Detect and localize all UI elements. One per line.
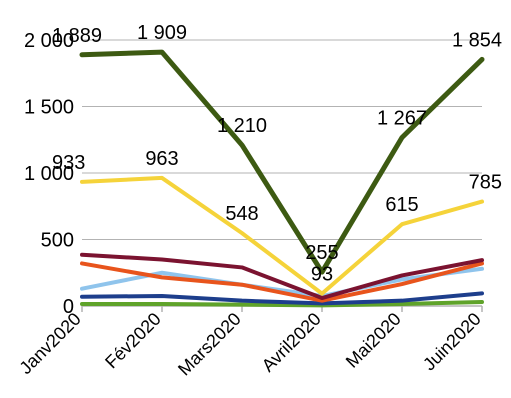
data-label: 615: [385, 194, 418, 216]
series-line-0: [79, 49, 485, 275]
data-label: 1 210: [217, 115, 267, 137]
data-label: 548: [225, 203, 258, 225]
series-line-2: [80, 252, 484, 301]
y-tick-label: 500: [41, 230, 74, 252]
series-line-5: [80, 291, 484, 306]
data-label: 1 889: [52, 25, 102, 47]
data-label: 785: [469, 172, 502, 194]
y-tick-label: 1 500: [24, 97, 74, 119]
x-tick-label: Fév2020: [101, 309, 165, 373]
series-line-1: [80, 175, 484, 296]
series-lines: [79, 49, 485, 308]
data-label: 1 267: [377, 107, 427, 129]
gridlines: [82, 39, 482, 240]
series-line-3: [80, 261, 484, 303]
data-label: 963: [145, 148, 178, 170]
data-labels: 1 889 1 909 1 210 255 1 267 1 854 933 963 548 93 6…: [52, 22, 502, 286]
y-tick-label: 1 000: [24, 163, 74, 185]
data-label: 933: [52, 152, 85, 174]
x-tick-label: Janv2020: [15, 309, 84, 378]
x-tick-label: Juin2020: [419, 309, 485, 375]
x-tick-label: Avril2020: [258, 309, 325, 376]
data-label: 93: [311, 264, 333, 286]
data-label: 255: [305, 242, 338, 264]
data-label: 1 909: [137, 22, 187, 44]
x-tick-label: Mars2020: [174, 309, 245, 380]
data-label: 1 854: [452, 29, 502, 51]
y-tick-label: 2 000: [24, 30, 74, 52]
y-tick-label: 0: [63, 296, 74, 318]
x-tick-label: Mai2020: [342, 309, 405, 372]
series-line-6: [80, 300, 484, 308]
